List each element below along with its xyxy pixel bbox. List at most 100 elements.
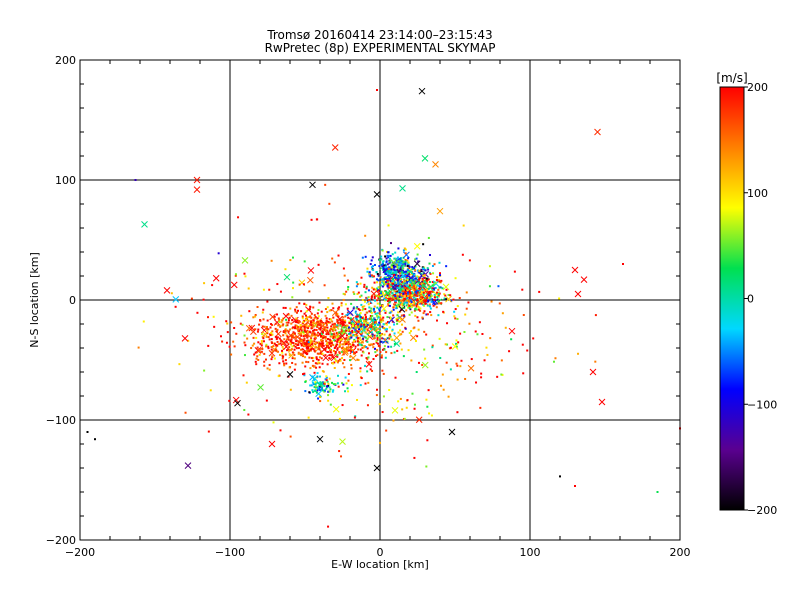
data-point [270,348,273,351]
data-point [444,343,447,346]
data-point [397,303,400,306]
data-point [310,319,313,322]
data-point [416,316,419,319]
data-point [391,266,394,269]
data-point [415,308,418,311]
data-point [358,336,361,339]
data-point [332,383,335,386]
data-point [339,339,342,342]
data-point [373,318,376,321]
data-point [317,397,320,400]
data-point [296,319,299,322]
data-point [372,265,375,268]
data-point [428,412,431,415]
data-point [415,305,418,308]
data-point [376,287,379,290]
data-point [412,296,415,299]
data-point [284,353,287,356]
data-point [320,321,323,324]
data-point [376,354,379,357]
data-point [286,338,289,341]
data-point [277,343,280,346]
data-point [416,303,419,306]
data-point [385,281,388,284]
data-point [313,371,316,374]
data-point [406,264,409,267]
data-point [385,268,388,271]
data-point [362,351,365,354]
data-point [174,305,177,308]
data-point [522,372,525,375]
data-point [326,329,329,332]
data-point [319,351,322,354]
data-point [427,236,430,239]
data-point [320,335,323,338]
data-point [435,319,438,322]
data-point-x [241,257,249,264]
data-point [302,339,305,342]
data-point [404,275,407,278]
data-point [318,352,321,355]
data-point [302,335,305,338]
data-point [373,295,376,298]
data-point [395,297,398,300]
data-point [329,403,332,406]
data-point [305,318,308,321]
data-point [380,292,383,295]
data-point [479,406,482,409]
data-point [283,362,286,365]
data-point [429,254,432,257]
data-point-x [365,360,373,368]
data-point [297,320,300,323]
data-point [439,356,442,359]
data-point [402,285,405,288]
data-point [247,413,250,416]
data-point [295,347,298,350]
data-point [381,369,384,372]
data-point [281,351,284,354]
x-tick-label: −200 [65,546,95,559]
data-point [348,322,351,325]
data-point [410,305,413,308]
data-point [265,335,268,338]
data-point [322,336,325,339]
data-point [357,291,360,294]
data-point [392,264,395,267]
data-point [387,280,390,283]
data-point [365,328,368,331]
data-point [373,328,376,331]
data-point [421,279,424,282]
data-point [325,376,328,379]
data-point [368,317,371,320]
data-point-x [257,383,264,391]
data-point [321,342,324,345]
data-point [367,289,370,292]
data-point [412,301,415,304]
data-point [324,321,327,324]
data-point [339,359,342,362]
data-point [424,291,427,294]
data-point [341,323,344,326]
data-point [310,218,313,221]
data-point [256,355,259,358]
data-point [445,361,448,364]
data-point [370,307,373,310]
data-point [288,354,291,357]
data-point [434,286,437,289]
data-point [411,392,414,395]
data-point [383,297,386,300]
data-point [294,345,297,348]
data-point [403,284,406,287]
data-point [324,378,327,381]
data-point [336,382,339,385]
data-point [322,344,325,347]
data-point [217,252,220,255]
data-point [310,334,313,337]
data-point [318,343,321,346]
data-point [272,421,275,424]
y-tick-label: 100 [55,174,76,187]
data-point [315,218,318,221]
data-point [365,287,368,290]
data-point [400,299,403,302]
data-point [413,326,416,329]
